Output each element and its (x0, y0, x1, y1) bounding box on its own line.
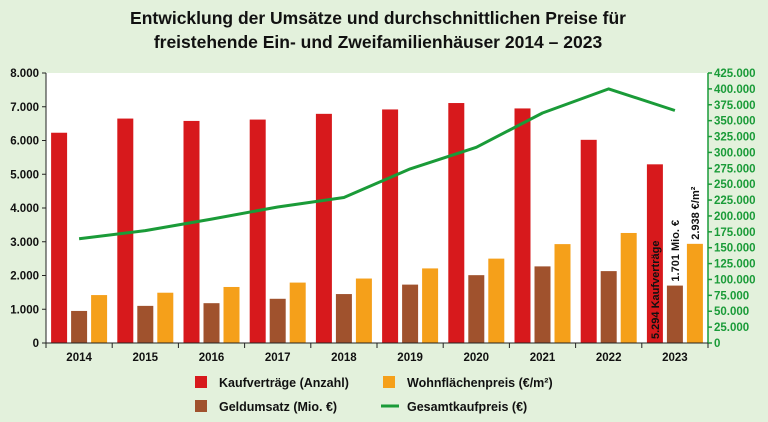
annotation-label: 2.938 €/m² (690, 186, 702, 240)
bar-geldumsatz-2018 (335, 294, 352, 343)
y-tick-right-label: 325.000 (714, 132, 756, 144)
x-tick-label-2020: 2020 (464, 352, 490, 364)
bar-wohnflächenpreis-2022 (620, 232, 637, 343)
y-tick-left-label: 2.000 (10, 271, 39, 283)
bar-kaufverträge-2020 (448, 103, 465, 343)
y-tick-right-label: 400.000 (714, 84, 756, 96)
bar-kaufverträge-2016 (183, 120, 200, 343)
y-tick-left-label: 5.000 (10, 169, 39, 181)
bar-geldumsatz-2020 (468, 275, 485, 343)
y-tick-left-label: 8.000 (10, 68, 39, 80)
annotation-label: 5.294 Kaufverträge (650, 241, 662, 339)
bar-wohnflächenpreis-2014 (91, 295, 108, 343)
bar-geldumsatz-2019 (402, 284, 419, 343)
y-tick-left-label: 6.000 (10, 136, 39, 148)
bar-geldumsatz-2015 (137, 305, 154, 343)
bar-geldumsatz-2021 (534, 266, 551, 343)
annotation-group: 5.294 Kaufverträge (650, 241, 662, 339)
x-tick-label-2014: 2014 (66, 352, 92, 364)
bar-geldumsatz-2023 (666, 285, 683, 343)
legend-label: Gesamtkaufpreis (€) (407, 400, 527, 414)
y-tick-right-label: 350.000 (714, 116, 756, 128)
bar-kaufverträge-2014 (51, 132, 68, 343)
bar-geldumsatz-2017 (269, 298, 286, 343)
y-tick-right-label: 250.000 (714, 179, 756, 191)
bar-wohnflächenpreis-2023 (686, 243, 703, 343)
bar-kaufverträge-2022 (580, 139, 597, 343)
y-tick-left-label: 4.000 (10, 203, 39, 215)
bar-wohnflächenpreis-2021 (554, 244, 571, 343)
line-layer (78, 87, 676, 241)
y-tick-right-label: 375.000 (714, 100, 756, 112)
y-tick-left-label: 0 (33, 338, 39, 350)
x-tick-label-2023: 2023 (662, 352, 688, 364)
bar-geldumsatz-2014 (71, 310, 88, 343)
x-tick-label-2017: 2017 (265, 352, 291, 364)
y-tick-left-label: 7.000 (10, 102, 39, 114)
bar-geldumsatz-2022 (600, 271, 617, 343)
y-tick-right-label: 150.000 (714, 243, 756, 255)
y-tick-right-label: 125.000 (714, 259, 756, 271)
y-tick-right-label: 175.000 (714, 227, 756, 239)
bar-kaufverträge-2019 (382, 109, 399, 343)
chart-title-line-2: freistehende Ein- und Zweifamilienhäuser… (154, 32, 603, 52)
bar-kaufverträge-2021 (514, 108, 531, 343)
legend-swatch (195, 400, 207, 412)
legend-label: Geldumsatz (Mio. €) (219, 400, 337, 414)
y-tick-right-label: 50.000 (714, 306, 749, 318)
bar-geldumsatz-2016 (203, 303, 220, 343)
y-tick-right-label: 0 (714, 338, 720, 350)
y-tick-right-label: 225.000 (714, 195, 756, 207)
x-tick-label-2019: 2019 (397, 352, 423, 364)
y-tick-right-label: 425.000 (714, 68, 756, 80)
legend: Kaufverträge (Anzahl) Geldumsatz (Mio. €)… (195, 376, 553, 414)
bar-kaufverträge-2015 (117, 118, 134, 343)
y-tick-right-label: 25.000 (714, 322, 749, 334)
y-tick-right-label: 275.000 (714, 163, 756, 175)
x-tick-label-2016: 2016 (199, 352, 225, 364)
legend-swatch (383, 376, 395, 388)
x-tick-label-2022: 2022 (596, 352, 622, 364)
y-tick-right-label: 100.000 (714, 274, 756, 286)
bar-wohnflächenpreis-2020 (488, 258, 505, 343)
bars-layer (51, 103, 703, 344)
plot-area (46, 73, 708, 343)
bar-kaufverträge-2023 (646, 164, 663, 343)
y-tick-right-label: 200.000 (714, 211, 756, 223)
chart-title-line-1: Entwicklung der Umsätze und durchschnitt… (130, 8, 626, 28)
x-tick-label-2021: 2021 (530, 352, 556, 364)
annotation-layer: 5.294 Kaufverträge 1.701 Mio. € 2.938 €/m² (650, 186, 702, 339)
bar-kaufverträge-2018 (315, 113, 332, 344)
annotation-group: 2.938 €/m² (690, 186, 702, 240)
y-tick-right-label: 75.000 (714, 290, 749, 302)
legend-label: Wohnflächenpreis (€/m²) (407, 376, 553, 390)
line-gesamtkaufpreis (78, 87, 676, 241)
bar-wohnflächenpreis-2018 (355, 278, 372, 343)
axes-layer: 0 1.000 2.000 3.000 4.000 5.000 6.000 7.000 8.00… (10, 68, 755, 364)
x-tick-label-2018: 2018 (331, 352, 357, 364)
x-tick-label-2015: 2015 (133, 352, 159, 364)
bar-wohnflächenpreis-2015 (157, 292, 174, 343)
annotation-label: 1.701 Mio. € (670, 220, 682, 282)
bar-wohnflächenpreis-2019 (422, 268, 439, 343)
y-tick-left-label: 1.000 (10, 304, 39, 316)
legend-swatch (195, 376, 207, 388)
y-tick-right-label: 300.000 (714, 147, 756, 159)
bar-kaufverträge-2017 (249, 119, 266, 343)
annotation-group: 1.701 Mio. € (670, 220, 682, 282)
bar-wohnflächenpreis-2016 (223, 286, 240, 343)
legend-label: Kaufverträge (Anzahl) (219, 376, 349, 390)
y-tick-left-label: 3.000 (10, 237, 39, 249)
bar-wohnflächenpreis-2017 (289, 282, 306, 343)
